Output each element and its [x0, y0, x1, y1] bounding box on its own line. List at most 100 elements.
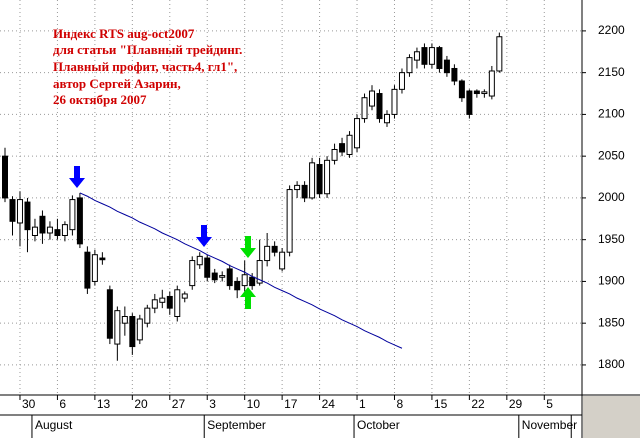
- candle-body: [421, 47, 428, 65]
- candle-body: [436, 47, 443, 69]
- x-tick-label: 24: [322, 397, 336, 411]
- y-tick-label: 2000: [598, 190, 625, 204]
- x-tick-label: 20: [134, 397, 148, 411]
- candle-body: [354, 118, 361, 149]
- candle-body: [398, 72, 405, 90]
- candle-body: [458, 80, 465, 99]
- x-tick-label: 15: [434, 397, 448, 411]
- candle-body: [481, 91, 488, 95]
- trend-line: [79, 192, 403, 349]
- x-tick-label: 30: [22, 397, 36, 411]
- corner-box: [583, 396, 640, 438]
- x-tick-label: 8: [396, 397, 403, 411]
- candle-body: [106, 289, 113, 339]
- candle-body: [339, 143, 346, 153]
- month-label: August: [35, 418, 73, 432]
- arrow-up: [240, 287, 256, 309]
- title-line: 26 октября 2007: [53, 92, 147, 107]
- candle-body: [189, 260, 196, 287]
- y-tick-label: 2200: [598, 23, 625, 37]
- y-tick-label: 1950: [598, 232, 625, 246]
- candle-body: [279, 251, 286, 270]
- candle-body: [309, 162, 316, 199]
- candle-body: [301, 184, 308, 199]
- candle-body: [376, 93, 383, 120]
- candle-body: [413, 51, 420, 61]
- arrow-down: [69, 166, 85, 188]
- x-tick-label: 10: [247, 397, 261, 411]
- y-tick-label: 2150: [598, 65, 625, 79]
- candle-body: [219, 275, 226, 278]
- candle-body: [2, 155, 8, 199]
- candle-body: [61, 224, 68, 236]
- candle-body: [406, 57, 413, 74]
- candle-body: [294, 184, 301, 191]
- y-tick-label: 2050: [598, 148, 625, 162]
- candle-body: [181, 293, 188, 299]
- candle-body: [466, 90, 473, 115]
- x-tick-label: 6: [59, 397, 66, 411]
- arrows: [69, 166, 256, 309]
- candle-body: [9, 199, 16, 222]
- candle-body: [241, 274, 248, 287]
- candle-body: [84, 251, 91, 289]
- candle-body: [488, 70, 495, 97]
- candle-body: [369, 90, 376, 107]
- y-tick-label: 2100: [598, 107, 625, 121]
- x-tick-label: 27: [172, 397, 186, 411]
- title-block: Индекс RTS aug-oct2007 для статьи "Плавн…: [53, 26, 242, 107]
- candle-body: [114, 310, 121, 345]
- candle-body: [16, 199, 23, 224]
- x-tick-label: 1: [359, 397, 366, 411]
- month-label: October: [357, 418, 400, 432]
- candle-body: [226, 268, 233, 287]
- candle-body: [76, 197, 83, 245]
- candle-body: [428, 47, 435, 65]
- candle-body: [473, 90, 480, 95]
- candle-body: [99, 257, 106, 261]
- month-label: September: [207, 418, 266, 432]
- candle-body: [331, 148, 338, 161]
- candle-body: [256, 260, 263, 284]
- candle-body: [24, 201, 31, 231]
- x-tick-label: 17: [284, 397, 298, 411]
- x-tick-label: 5: [546, 397, 553, 411]
- candle-body: [361, 97, 368, 120]
- candle-body: [496, 36, 503, 72]
- candle-body: [144, 307, 151, 324]
- x-tick-label: 22: [471, 397, 485, 411]
- arrow-down: [196, 225, 212, 247]
- title-line: Индекс RTS aug-oct2007: [53, 26, 195, 41]
- candle-body: [39, 215, 46, 234]
- plot-area: [2, 32, 503, 361]
- candle-body: [174, 289, 181, 318]
- candle-body: [121, 316, 128, 324]
- candle-body: [249, 276, 256, 287]
- candle-body: [129, 316, 136, 348]
- candle-body: [451, 67, 458, 82]
- x-tick-label: 29: [509, 397, 523, 411]
- candle-body: [91, 254, 98, 282]
- candle-body: [316, 164, 323, 195]
- title-line: для статьи "Плавный трейдинг.: [53, 42, 242, 57]
- candle-body: [166, 295, 173, 309]
- x-labels: 30 August 6 13 20 27 3 September 10 17 24 1 October 8…: [22, 397, 577, 432]
- candle-body: [264, 245, 271, 262]
- y-tick-label: 1850: [598, 315, 625, 329]
- x-tick-label: 13: [97, 397, 111, 411]
- candle-body: [234, 280, 241, 291]
- title-line: Плавный профит, часть4, гл1",: [53, 59, 237, 74]
- candle-body: [204, 257, 211, 278]
- x-tick-label: 3: [209, 397, 216, 411]
- candle-body: [271, 245, 278, 253]
- arrow-down: [240, 236, 256, 258]
- candle-body: [196, 255, 203, 266]
- candle-body: [286, 189, 293, 253]
- candle-body: [211, 272, 218, 281]
- candle-body: [391, 88, 398, 115]
- title-line: автор Сергей Азарин,: [53, 76, 181, 91]
- candle-body: [159, 297, 166, 303]
